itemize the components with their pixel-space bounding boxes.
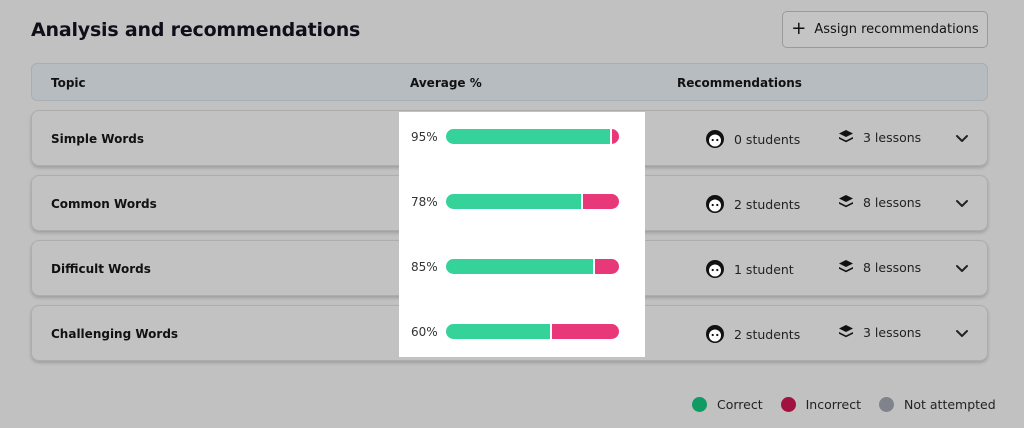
legend-incorrect-dot [780, 397, 796, 412]
average-bar-cell: 60% [399, 313, 645, 353]
topic-name: Difficult Words [51, 262, 151, 276]
page-title: Analysis and recommendations [31, 19, 361, 41]
correct-segment [446, 129, 611, 144]
legend-correct-label: Correct [717, 397, 763, 412]
average-percent: 60% [411, 325, 438, 339]
average-bar-cell: 78% [399, 183, 645, 223]
chevron-down-icon[interactable] [953, 194, 971, 212]
average-bar-cell: 85% [399, 248, 645, 288]
topic-name: Simple Words [51, 132, 144, 146]
progress-bar [446, 129, 619, 144]
average-bar-cell: 95% [399, 118, 645, 158]
legend: Correct Incorrect Not attempted [692, 397, 996, 412]
progress-bar [446, 259, 619, 274]
segment-gap [610, 129, 613, 144]
legend-not-attempted-label: Not attempted [904, 397, 996, 412]
progress-bar [446, 324, 619, 339]
lessons-count[interactable]: 3 lessons [838, 129, 921, 145]
topic-name: Common Words [51, 197, 157, 211]
plus-icon: + [791, 17, 807, 39]
students-label: 1 student [734, 261, 794, 277]
average-percent: 78% [411, 195, 438, 209]
average-percent: 85% [411, 260, 438, 274]
topic-name: Challenging Words [51, 327, 179, 341]
lessons-label: 3 lessons [863, 129, 922, 145]
chevron-down-icon[interactable] [953, 324, 971, 342]
incorrect-segment [612, 129, 619, 144]
lessons-count[interactable]: 8 lessons [838, 194, 921, 210]
legend-incorrect: Incorrect [780, 397, 862, 412]
correct-segment [446, 194, 581, 209]
average-percent: 95% [411, 130, 438, 144]
table-header: Topic Average % Recommendations [31, 63, 988, 101]
segment-gap [549, 324, 552, 339]
chevron-down-icon[interactable] [953, 129, 971, 147]
students-label: 0 students [734, 131, 801, 147]
layers-icon [839, 325, 853, 338]
column-header-average: Average % [410, 76, 482, 90]
legend-correct-dot [692, 397, 707, 412]
students-count[interactable]: 1 student [705, 259, 794, 279]
correct-segment [446, 259, 594, 274]
legend-not-attempted-dot [879, 397, 895, 412]
layers-icon [839, 260, 853, 273]
incorrect-segment [595, 259, 619, 274]
lessons-label: 8 lessons [863, 259, 922, 275]
student-face-icon [706, 130, 724, 148]
lessons-count[interactable]: 3 lessons [838, 324, 921, 340]
layers-icon [839, 130, 853, 143]
legend-not-attempted: Not attempted [879, 397, 996, 412]
incorrect-segment [551, 324, 619, 339]
assign-recommendations-label: Assign recommendations [814, 22, 979, 37]
legend-incorrect-label: Incorrect [805, 397, 862, 412]
column-header-recommendations: Recommendations [677, 76, 802, 90]
assign-recommendations-button[interactable]: + Assign recommendations [782, 11, 988, 48]
correct-segment [446, 324, 550, 339]
segment-gap [593, 259, 596, 274]
chevron-down-icon[interactable] [953, 259, 971, 277]
layers-icon [839, 195, 853, 208]
lessons-count[interactable]: 8 lessons [838, 259, 921, 275]
student-face-icon [706, 260, 724, 278]
student-face-icon [706, 195, 724, 213]
students-count[interactable]: 2 students [705, 324, 800, 344]
column-header-topic: Topic [51, 76, 86, 90]
student-face-icon [706, 325, 724, 343]
students-label: 2 students [734, 196, 801, 212]
lessons-label: 3 lessons [863, 324, 922, 340]
lessons-label: 8 lessons [863, 194, 922, 210]
average-highlight: 95% 78% 85% 60% [399, 112, 645, 357]
students-label: 2 students [734, 326, 801, 342]
incorrect-segment [582, 194, 619, 209]
legend-correct: Correct [692, 397, 763, 412]
students-count[interactable]: 0 students [705, 129, 800, 149]
progress-bar [446, 194, 619, 209]
students-count[interactable]: 2 students [705, 194, 800, 214]
segment-gap [580, 194, 583, 209]
